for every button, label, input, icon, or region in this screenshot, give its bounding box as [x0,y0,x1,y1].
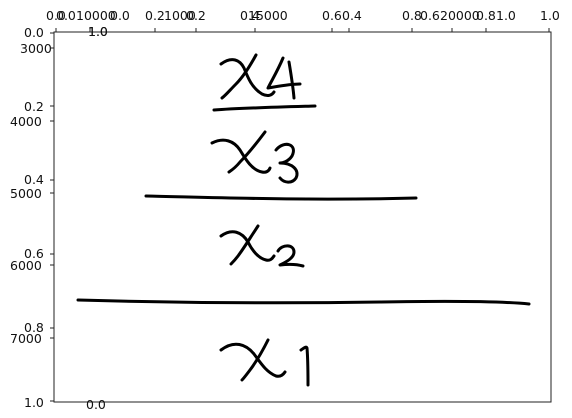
left-axis-labels: 0.0 3000 0.2 4000 0.4 5000 0.6 6000 0.8 … [10,25,52,410]
top-tick-label: 1.0 [540,8,560,23]
x4-x-stroke-a [219,58,276,97]
handwritten-x4: x4 [219,53,302,100]
left-tick-label: 3000 [20,41,52,56]
top-tick-label: 0.8 [402,8,422,23]
x1-x-stroke-a [219,342,287,378]
stray-label: 0.0 [86,397,106,412]
top-tick-label: 0.2 [186,8,206,23]
x1-1-stroke [299,345,310,387]
handwritten-x3: x3 [210,130,299,184]
left-tick-label: 5000 [10,186,42,201]
fraction-line-2 [144,194,418,201]
top-tick-label: 0.4 [342,8,362,23]
x4-4-stroke-a [266,56,302,90]
fraction-line-1 [212,104,317,112]
top-tick-marks [55,28,550,32]
top-tick-label: 10000 [76,8,116,23]
top-tick-label: 0.0 [110,8,130,23]
left-tick-label: 1.0 [24,395,44,410]
left-tick-label: 0.4 [24,172,44,187]
top-tick-label: 0.6 [322,8,342,23]
top-tick-label: 0.8 [476,8,496,23]
top-tick-label: 1000 [164,8,196,23]
left-tick-label: 6000 [10,258,42,273]
left-tick-marks [50,32,54,402]
top-tick-label: 0.0 [46,8,66,23]
x4-x-stroke-b [220,53,258,100]
handwritten-x1: x1 [219,338,310,387]
x2-x-stroke-a [219,230,276,262]
plot-frame [53,31,552,403]
top-tick-label: 0.6 [420,8,440,23]
x2-2-stroke [276,244,305,268]
left-tick-label: 4000 [10,114,42,129]
handwriting-group: x4 x3 x2 x1 [76,53,531,387]
x3-x-stroke-b [227,130,267,174]
top-tick-label: 1.0 [496,8,516,23]
x2-x-stroke-b [229,224,260,266]
left-tick-label: 0.6 [24,246,44,261]
top-tick-label: 15000 [248,8,288,23]
top-tick-label: 0.0 [56,8,76,23]
left-tick-label: 0.2 [24,99,44,114]
top-tick-label: 0.4 [240,8,260,23]
fraction-line-3 [76,298,531,306]
x3-x-stroke-a [210,138,272,174]
top-axis-labels: 0.0 0.0 10000 1.0 0.0 0.2 1000 0.2 0.4 1… [46,8,560,39]
left-tick-label: 0.8 [24,320,44,335]
x3-3-stroke [274,142,299,184]
handwritten-x2: x2 [219,224,305,268]
x1-x-stroke-b [240,338,270,382]
left-tick-label: 0.0 [24,25,44,40]
left-tick-label: 7000 [10,331,42,346]
top-tick-label: 20000 [440,8,480,23]
stray-label: 1.0 [88,24,108,39]
x4-4-stroke-b [287,60,296,100]
top-tick-label: 1.0 [88,24,108,39]
top-tick-label: 0.2 [145,8,165,23]
